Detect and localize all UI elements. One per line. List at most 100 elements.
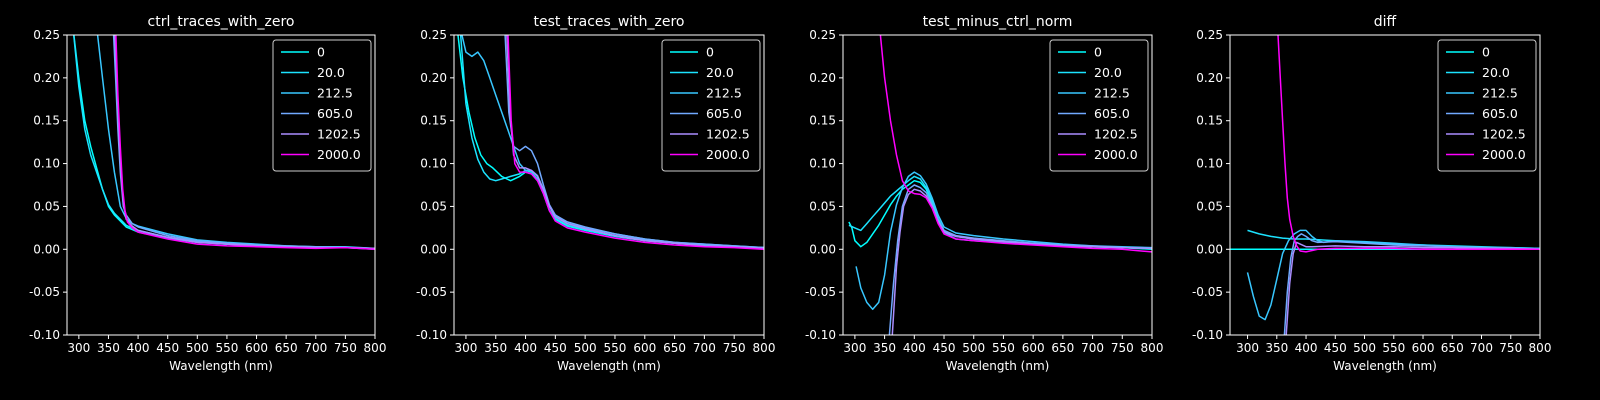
x-tick-label: 750	[1499, 341, 1522, 355]
legend-entry: 2000.0	[706, 147, 750, 162]
chart-title: test_traces_with_zero	[534, 14, 685, 30]
chart-title: ctrl_traces_with_zero	[148, 14, 295, 30]
legend-entry: 20.0	[317, 65, 345, 80]
x-tick-label: 600	[245, 341, 268, 355]
series-line-212.5	[855, 171, 1152, 311]
x-tick-label: 400	[127, 341, 150, 355]
x-tick-label: 800	[1141, 341, 1164, 355]
x-axis-label: Wavelength (nm)	[1333, 359, 1437, 373]
series-lines	[1230, 35, 1540, 335]
x-tick-label: 300	[843, 341, 866, 355]
x-tick-label: 500	[574, 341, 597, 355]
series-lines	[72, 35, 375, 251]
x-tick-label: 450	[933, 341, 956, 355]
x-tick-label: 550	[992, 341, 1015, 355]
x-tick-label: 650	[1051, 341, 1074, 355]
y-tick-label: -0.05	[29, 285, 60, 299]
legend: 0 20.0 212.5 605.0 1202.5 2000.0	[272, 39, 372, 172]
legend-entry: 1202.5	[1094, 127, 1138, 142]
y-tick-label: 0.20	[33, 71, 60, 85]
y-tick-label: 0.20	[809, 71, 836, 85]
x-tick-label: 650	[275, 341, 298, 355]
y-tick-label: 0.25	[33, 28, 60, 42]
y-tick-label: 0.05	[1196, 199, 1223, 213]
x-tick-label: 350	[873, 341, 896, 355]
legend-entry: 20.0	[706, 65, 734, 80]
series-line-2000.0	[115, 35, 375, 251]
axes-frame	[66, 34, 376, 336]
legend-entry: 605.0	[317, 106, 353, 121]
series-lines	[457, 35, 764, 251]
x-axis-label: Wavelength (nm)	[946, 359, 1050, 373]
legend-entry: 2000.0	[317, 147, 361, 162]
y-tick-label: -0.10	[1192, 328, 1223, 342]
x-tick-label: 800	[1529, 341, 1552, 355]
x-tick-label: 700	[1470, 341, 1493, 355]
axes-frame	[842, 34, 1153, 336]
x-tick-label: 750	[723, 341, 746, 355]
series-line-2000.0	[879, 35, 1152, 253]
x-tick-label: 600	[633, 341, 656, 355]
x-tick-label: 750	[334, 341, 357, 355]
legend-entry: 212.5	[1482, 86, 1518, 101]
series-line-605.0	[1283, 233, 1540, 335]
chart-title: diff	[1374, 14, 1397, 30]
series-lines	[848, 35, 1152, 335]
legend-entry: 605.0	[1482, 106, 1518, 121]
x-tick-label: 700	[304, 341, 327, 355]
legend-entry: 212.5	[706, 86, 742, 101]
x-tick-label: 500	[186, 341, 209, 355]
y-tick-label: -0.10	[29, 328, 60, 342]
legend-entry: 20.0	[1482, 65, 1510, 80]
x-tick-label: 650	[1441, 341, 1464, 355]
legend-entry: 0	[1482, 45, 1490, 60]
legend-entry: 605.0	[1094, 106, 1130, 121]
x-tick-label: 550	[1382, 341, 1405, 355]
y-tick-label: 0.10	[33, 157, 60, 171]
legend-entry: 2000.0	[1094, 147, 1138, 162]
x-tick-label: 800	[364, 341, 387, 355]
y-tick-label: 0.00	[809, 242, 836, 256]
chart-panel-1: 300 350 400 450 500 550 600 650 700 750 800 -0.10 -0…	[29, 14, 387, 373]
x-tick-label: 400	[903, 341, 926, 355]
x-tick-label: 350	[484, 341, 507, 355]
legend: 0 20.0 212.5 605.0 1202.5 2000.0	[661, 39, 761, 172]
x-tick-label: 600	[1412, 341, 1435, 355]
x-tick-label: 450	[1324, 341, 1347, 355]
axes-frame	[1229, 34, 1541, 336]
series-line-605.0	[504, 35, 764, 249]
legend: 0 20.0 212.5 605.0 1202.5 2000.0	[1437, 39, 1537, 172]
legend-entry: 1202.5	[1482, 127, 1526, 142]
series-line-1202.5	[506, 35, 764, 250]
x-tick-label: 450	[156, 341, 179, 355]
y-tick-label: 0.15	[33, 114, 60, 128]
x-tick-label: 500	[962, 341, 985, 355]
x-tick-label: 550	[604, 341, 627, 355]
legend-entry: 1202.5	[317, 127, 361, 142]
x-tick-label: 300	[1236, 341, 1259, 355]
legend-entry: 2000.0	[1482, 147, 1526, 162]
x-tick-label: 700	[1081, 341, 1104, 355]
x-axis-label: Wavelength (nm)	[169, 359, 273, 373]
x-tick-label: 350	[97, 341, 120, 355]
y-tick-label: 0.00	[33, 242, 60, 256]
y-tick-label: 0.05	[33, 199, 60, 213]
legend-entry: 605.0	[706, 106, 742, 121]
y-tick-label: 0.05	[420, 199, 447, 213]
y-tick-label: -0.05	[1192, 285, 1223, 299]
x-tick-label: 700	[693, 341, 716, 355]
legend-entry: 0	[706, 45, 714, 60]
x-tick-label: 450	[544, 341, 567, 355]
y-tick-label: 0.20	[420, 71, 447, 85]
chart-panel-2: 300 350 400 450 500 550 600 650 700 750 800 -0.10 -0…	[416, 14, 776, 373]
y-tick-label: 0.15	[420, 114, 447, 128]
y-tick-label: 0.05	[809, 199, 836, 213]
y-tick-label: 0.15	[1196, 114, 1223, 128]
x-tick-label: 650	[663, 341, 686, 355]
legend-entry: 0	[317, 45, 325, 60]
y-tick-label: 0.25	[809, 28, 836, 42]
y-tick-label: -0.10	[805, 328, 836, 342]
y-tick-label: 0.20	[1196, 71, 1223, 85]
